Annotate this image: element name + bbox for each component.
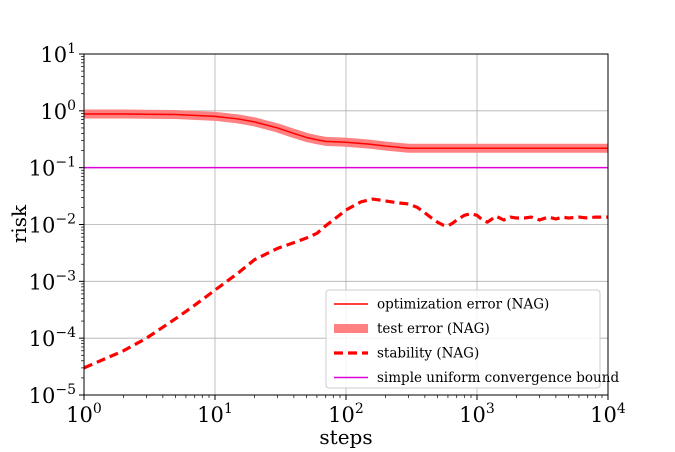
y-axis-label: risk: [7, 204, 31, 243]
legend-label: optimization error (NAG): [377, 297, 549, 313]
x-tick-label: 104: [590, 401, 626, 427]
legend-label: test error (NAG): [377, 321, 490, 337]
legend-box: [325, 289, 601, 389]
x-tick-label: 101: [197, 401, 233, 427]
axis-ticks: [79, 53, 609, 400]
y-tick-label: 100: [40, 98, 76, 124]
y-tick-label: 101: [40, 41, 76, 67]
legend-label: stability (NAG): [377, 346, 479, 362]
y-tick-label: 10−1: [29, 155, 76, 181]
y-tick-label: 10−4: [29, 325, 76, 351]
y-tick-label: 10−3: [29, 268, 76, 294]
y-tick-label: 10−5: [29, 382, 76, 408]
y-tick-label: 10−2: [29, 212, 76, 238]
x-tick-label: 100: [66, 401, 102, 427]
legend-label: simple uniform convergence bound: [377, 370, 619, 386]
x-tick-label: 102: [328, 401, 364, 427]
series-group: [84, 109, 608, 370]
x-tick-label: 103: [459, 401, 495, 427]
x-axis-label: steps: [319, 425, 372, 449]
series-line-2: [84, 197, 608, 370]
x-tick-labels: 100 101 102 103 104: [66, 401, 626, 427]
series-line-0: [84, 113, 608, 149]
y-tick-labels: 101 100 10−1 10−2 10−3 10−4 10−5: [29, 41, 76, 408]
legend: optimization error (NAG) test error (NAG)…: [325, 289, 619, 389]
